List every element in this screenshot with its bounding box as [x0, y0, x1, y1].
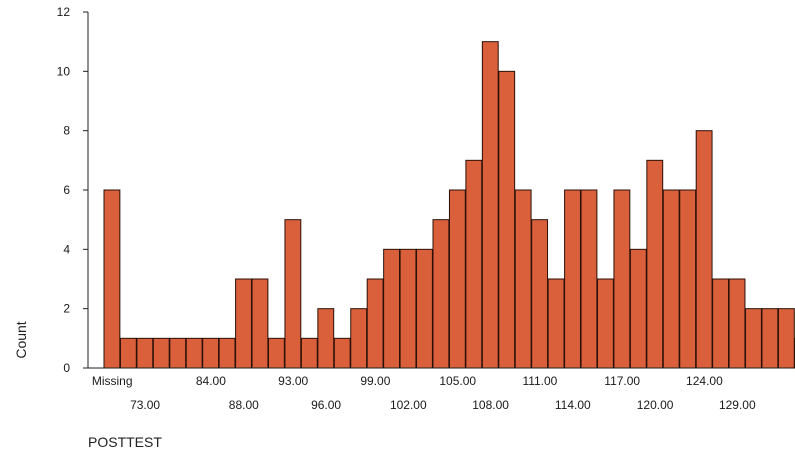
- histogram-bar: [514, 189, 532, 369]
- histogram-bar: [712, 278, 730, 369]
- histogram-bar: [629, 248, 647, 369]
- x-tick-label: 88.00: [229, 398, 259, 412]
- y-tick-label: 8: [63, 124, 70, 138]
- histogram-bar: [646, 159, 664, 369]
- histogram-bar: [416, 248, 433, 369]
- y-axis-title: Count: [13, 321, 29, 358]
- histogram-bar: [268, 337, 285, 369]
- x-tick-label: 99.00: [360, 374, 390, 388]
- histogram-bar: [728, 278, 746, 369]
- histogram-bar: [679, 189, 697, 369]
- histogram-bar: [564, 189, 581, 369]
- histogram-bar: [662, 189, 680, 369]
- histogram-bar: [218, 337, 236, 369]
- x-tick-label: 108.00: [472, 398, 509, 412]
- histogram-bar: [333, 337, 351, 369]
- histogram-bar: [383, 248, 400, 369]
- histogram-bar: [152, 337, 170, 369]
- histogram-bar: [465, 159, 483, 369]
- y-axis-ticks: 0 2 4 6 8 10 12: [57, 5, 88, 375]
- histogram-bar: [202, 337, 220, 369]
- x-tick-label: 114.00: [555, 398, 591, 412]
- histogram-bar: [251, 278, 269, 369]
- histogram-bar: [547, 278, 565, 369]
- y-tick-label: 6: [63, 183, 70, 197]
- histogram-bar: [531, 219, 549, 369]
- y-tick-label: 12: [57, 5, 71, 19]
- histogram-bar: [284, 219, 302, 369]
- y-tick-label: 10: [57, 64, 71, 78]
- histogram-bar: [300, 337, 318, 369]
- x-tick-label: 129.00: [719, 398, 756, 412]
- x-tick-label: 105.00: [439, 374, 476, 388]
- x-tick-label: 96.00: [311, 398, 341, 412]
- x-axis-title: POSTTEST: [88, 434, 162, 450]
- histogram-bar: [235, 278, 252, 369]
- histogram-bar: [745, 308, 762, 369]
- histogram-bar: [136, 337, 154, 369]
- x-tick-label: 84.00: [196, 374, 226, 388]
- histogram-bar: [185, 337, 203, 369]
- histogram-bar: [580, 189, 598, 369]
- histogram-bar: [695, 130, 713, 369]
- x-tick-label: Missing: [92, 374, 133, 388]
- x-tick-label: 124.00: [686, 374, 723, 388]
- y-tick-label: 4: [63, 242, 70, 256]
- histogram-bar: [481, 41, 499, 369]
- histogram-bar: [432, 219, 450, 369]
- histogram-bar: [448, 189, 466, 369]
- histogram-bar: [169, 337, 187, 369]
- histogram-bar: [317, 308, 335, 369]
- histogram-bar: [103, 189, 121, 369]
- histogram-bar: [761, 308, 779, 369]
- histogram-bar: [119, 337, 137, 369]
- histogram-bar: [350, 308, 368, 369]
- x-tick-label: 73.00: [130, 398, 160, 412]
- y-tick-label: 0: [63, 361, 70, 375]
- x-tick-label: 120.00: [637, 398, 674, 412]
- y-tick-label: 2: [63, 302, 70, 316]
- histogram-bar: [498, 70, 516, 369]
- histogram-bar: [777, 308, 795, 369]
- histogram-bar: [597, 278, 614, 369]
- histogram-bar: [399, 248, 417, 369]
- histogram-bar: [613, 189, 631, 369]
- histogram-bar: [366, 278, 384, 369]
- bars-group: [103, 41, 795, 369]
- x-tick-label: 117.00: [604, 374, 640, 388]
- x-tick-label: 111.00: [522, 374, 557, 388]
- x-tick-label: 93.00: [278, 374, 308, 388]
- x-tick-label: 102.00: [390, 398, 427, 412]
- x-axis-ticks: Missing 84.00 93.00 99.00 105.00 111.00 117.00…: [92, 374, 756, 412]
